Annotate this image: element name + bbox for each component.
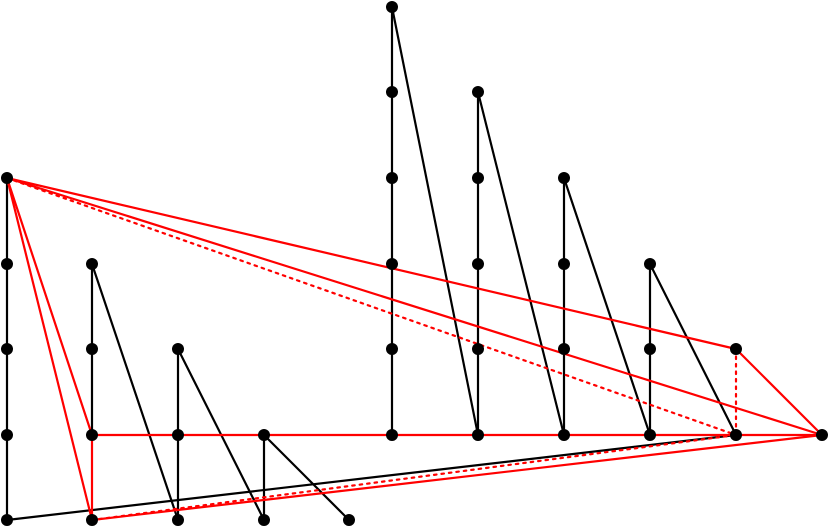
graph-node-21 xyxy=(386,429,398,441)
graph-node-9 xyxy=(86,514,98,526)
red-solid-edge-3 xyxy=(5,176,738,351)
graph-node-19 xyxy=(386,258,398,270)
graph-node-20 xyxy=(386,343,398,355)
graph-node-23 xyxy=(472,172,484,184)
graph-node-25 xyxy=(472,343,484,355)
graph-node-12 xyxy=(172,514,184,526)
red-solid-edge-8 xyxy=(90,433,824,522)
graph-node-16 xyxy=(386,1,398,13)
graph-node-8 xyxy=(86,429,98,441)
red-dotted-edge-1 xyxy=(5,176,738,437)
black-edge-7 xyxy=(262,433,351,522)
graph-node-10 xyxy=(172,343,184,355)
graph-node-1 xyxy=(1,172,13,184)
graph-node-24 xyxy=(472,258,484,270)
black-edge-13 xyxy=(562,176,652,437)
graph-node-36 xyxy=(816,429,828,441)
graph-node-11 xyxy=(172,429,184,441)
graph-node-2 xyxy=(1,258,13,270)
red-solid-edge-1 xyxy=(5,176,94,522)
graph-node-17 xyxy=(386,86,398,98)
red-solid-edge-2 xyxy=(5,176,94,437)
red-solid-edge-7 xyxy=(734,347,824,437)
graph-node-6 xyxy=(86,258,98,270)
graph-node-7 xyxy=(86,343,98,355)
graph-node-18 xyxy=(386,172,398,184)
graph-node-15 xyxy=(343,514,355,526)
red-edges-layer xyxy=(5,176,824,522)
black-edge-3 xyxy=(90,262,180,522)
black-edge-15 xyxy=(648,262,738,437)
graph-node-29 xyxy=(558,343,570,355)
graph-node-22 xyxy=(472,86,484,98)
graph-node-35 xyxy=(730,429,742,441)
graph-node-33 xyxy=(644,429,656,441)
red-dotted-edge-3 xyxy=(90,433,738,522)
graph-node-5 xyxy=(1,514,13,526)
graph-node-30 xyxy=(558,429,570,441)
graph-node-26 xyxy=(472,429,484,441)
black-edge-11 xyxy=(476,90,566,437)
black-edge-9 xyxy=(390,5,480,437)
graph-node-31 xyxy=(644,258,656,270)
graph-node-14 xyxy=(258,514,270,526)
graph-node-27 xyxy=(558,172,570,184)
black-edge-16 xyxy=(5,433,738,522)
graph-node-34 xyxy=(730,343,742,355)
graph-node-3 xyxy=(1,343,13,355)
graph-node-13 xyxy=(258,429,270,441)
red-solid-edge-4 xyxy=(5,176,824,437)
graph-node-32 xyxy=(644,343,656,355)
graph-node-4 xyxy=(1,429,13,441)
graph-node-28 xyxy=(558,258,570,270)
